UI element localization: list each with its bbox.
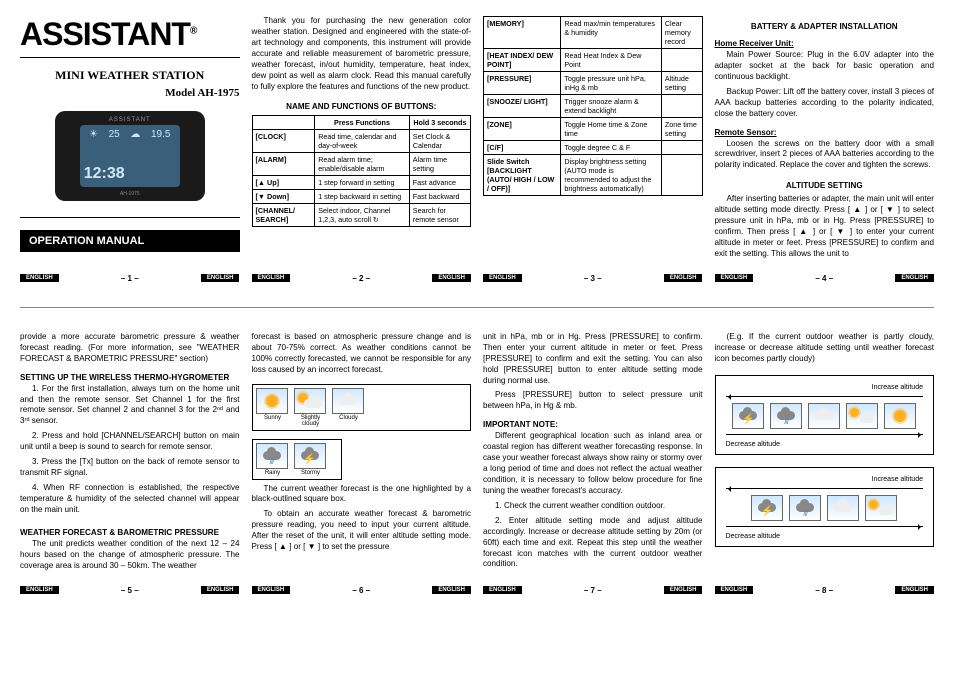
panel-6: forecast is based on atmospheric pressur… <box>252 332 472 595</box>
slightly-cloudy-icon <box>865 495 897 521</box>
subtitle: MINI WEATHER STATION <box>20 68 240 83</box>
lang-badge: ENGLISH <box>201 274 240 282</box>
panel-1: ASSISTANT® MINI WEATHER STATION Model AH… <box>20 16 240 283</box>
altitude-diagram-1: Increase altitude ⚡ /// Decrease altitud… <box>715 375 935 455</box>
home-unit-subtitle: Home Receiver Unit: <box>715 39 935 48</box>
rainy-icon: ///Rainy <box>256 443 290 476</box>
device-photo: ASSISTANT ☀25☁19.5 12:38 AH-1975 <box>55 111 205 201</box>
stormy-icon: ⚡Stormy <box>294 443 328 476</box>
intro-paragraph: Thank you for purchasing the new generat… <box>252 16 472 92</box>
buttons-table-2: [MEMORY]Read max/min temperatures & humi… <box>483 16 703 196</box>
panel-7: unit in hPa, mb or in Hg. Press [PRESSUR… <box>483 332 703 595</box>
slightly-cloudy-icon: Slightly cloudy <box>294 388 328 427</box>
rainy-icon: /// <box>789 495 821 521</box>
slightly-cloudy-icon <box>846 403 878 429</box>
weather-icons-row-2: ///Rainy ⚡Stormy <box>252 439 342 480</box>
page-footer: ENGLISH – 1 – ENGLISH <box>20 264 240 283</box>
altitude-title: ALTITUDE SETTING <box>715 181 935 190</box>
remote-sensor-subtitle: Remote Sensor: <box>715 128 935 137</box>
lang-badge: ENGLISH <box>20 274 59 282</box>
sunny-icon <box>884 403 916 429</box>
cloudy-icon <box>808 403 840 429</box>
buttons-table-1: Press FunctionsHold 3 seconds [CLOCK]Rea… <box>252 115 472 227</box>
panel-2: Thank you for purchasing the new generat… <box>252 16 472 283</box>
panel-8: (E.g. If the current outdoor weather is … <box>715 332 935 595</box>
logo: ASSISTANT® <box>20 16 240 53</box>
setup-subtitle: SETTING UP THE WIRELESS THERMO-HYGROMETE… <box>20 373 240 382</box>
weather-subtitle: WEATHER FORECAST & BAROMETRIC PRESSURE <box>20 528 240 537</box>
model-number: Model AH-1975 <box>20 87 240 99</box>
battery-title: BATTERY & ADAPTER INSTALLATION <box>715 22 935 31</box>
stormy-icon: ⚡ <box>751 495 783 521</box>
cloudy-icon: Cloudy <box>332 388 366 427</box>
altitude-diagram-2: Increase altitude ⚡ /// Decrease altitud… <box>715 467 935 547</box>
operation-manual-banner: OPERATION MANUAL <box>20 230 240 252</box>
stormy-icon: ⚡ <box>732 403 764 429</box>
rainy-icon: /// <box>770 403 802 429</box>
weather-icons-row-1: Sunny Slightly cloudy Cloudy <box>252 384 472 431</box>
page-number: – 1 – <box>121 274 139 283</box>
buttons-title: NAME AND FUNCTIONS OF BUTTONS: <box>252 102 472 111</box>
sunny-icon: Sunny <box>256 388 290 427</box>
panel-5: provide a more accurate barometric press… <box>20 332 240 595</box>
panel-3: [MEMORY]Read max/min temperatures & humi… <box>483 16 703 283</box>
panel-4: BATTERY & ADAPTER INSTALLATION Home Rece… <box>715 16 935 283</box>
cloudy-icon <box>827 495 859 521</box>
important-note: IMPORTANT NOTE: <box>483 420 703 429</box>
